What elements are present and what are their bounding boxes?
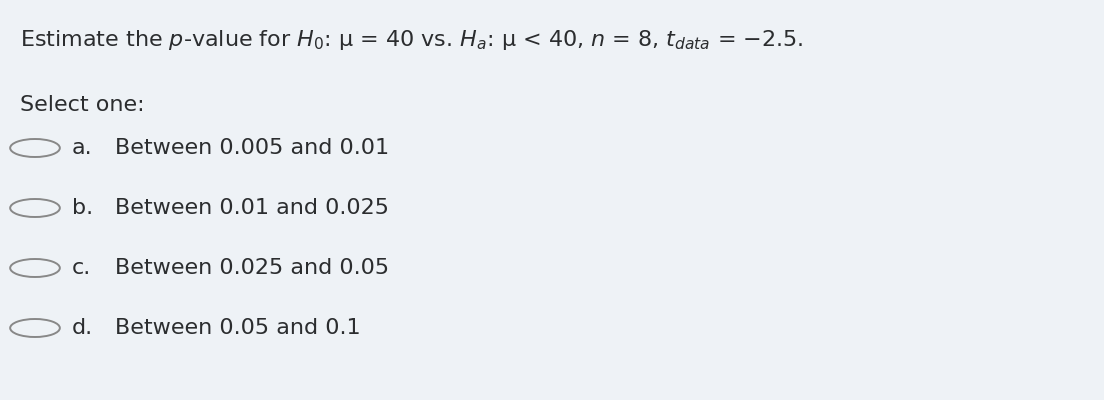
Text: Between 0.025 and 0.05: Between 0.025 and 0.05 <box>115 258 389 278</box>
Text: Estimate the $p$-value for $H_0$: μ = 40 vs. $H_a$: μ < 40, $n$ = 8, $t_{data}$ : Estimate the $p$-value for $H_0$: μ = 40… <box>20 28 804 52</box>
Text: Between 0.05 and 0.1: Between 0.05 and 0.1 <box>115 318 361 338</box>
Text: b.: b. <box>72 198 93 218</box>
Text: Between 0.01 and 0.025: Between 0.01 and 0.025 <box>115 198 389 218</box>
Text: d.: d. <box>72 318 93 338</box>
Text: a.: a. <box>72 138 93 158</box>
Text: c.: c. <box>72 258 92 278</box>
Text: Between 0.005 and 0.01: Between 0.005 and 0.01 <box>115 138 389 158</box>
Text: Select one:: Select one: <box>20 95 145 115</box>
